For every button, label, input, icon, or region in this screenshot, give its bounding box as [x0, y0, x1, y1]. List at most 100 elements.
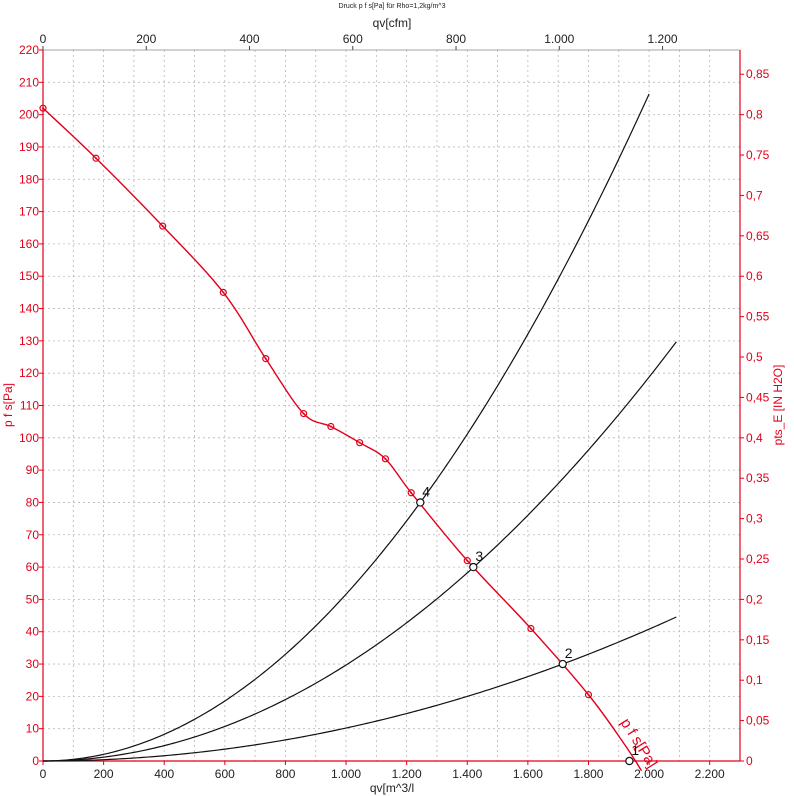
left-tick-label: 170: [19, 205, 39, 219]
fan-curve-marker-dot: [410, 491, 413, 494]
bottom-tick-label: 600: [215, 767, 235, 781]
top-tick-label: 800: [446, 32, 466, 46]
right-tick-label: 0,3: [746, 512, 763, 526]
fan-curve-marker: [219, 288, 227, 296]
bottom-tick-label: 2.200: [695, 767, 725, 781]
left-tick-label: 180: [19, 172, 39, 186]
right-tick-label: 0,05: [746, 714, 770, 728]
fan-curve-marker: [407, 489, 415, 497]
fan-curve-marker: [262, 355, 270, 363]
right-tick-label: 0,65: [746, 229, 770, 243]
left-tick-label: 10: [26, 722, 40, 736]
left-tick-label: 190: [19, 140, 39, 154]
fan-curve-marker-dot: [302, 412, 305, 415]
left-tick-label: 140: [19, 302, 39, 316]
bottom-tick-label: 1.400: [452, 767, 482, 781]
top-tick-label: 1.000: [544, 32, 574, 46]
left-tick-label: 30: [26, 657, 40, 671]
operating-point-label: 1: [631, 742, 639, 758]
fan-curve-marker-dot: [587, 693, 590, 696]
right-tick-label: 0,4: [746, 431, 763, 445]
fan-curve: [42, 107, 643, 772]
bottom-tick-label: 400: [154, 767, 174, 781]
bottom-tick-label: 2.000: [634, 767, 664, 781]
fan-curve-marker-dot: [329, 425, 332, 428]
axes: [39, 46, 744, 765]
fan-curve-marker: [381, 455, 390, 463]
bottom-axis-title: qv[m^3/l: [370, 781, 414, 795]
top-tick-label: 400: [240, 32, 260, 46]
fan-curve-marker: [463, 557, 471, 565]
system-curve-3: [42, 341, 677, 762]
left-axis-title: p f s[Pa]: [1, 383, 15, 427]
left-tick-label: 100: [19, 431, 39, 445]
right-tick-label: 0,8: [746, 108, 763, 122]
fan-curve-marker: [584, 691, 593, 699]
bottom-tick-label: 1.200: [392, 767, 422, 781]
left-tick-label: 120: [19, 366, 39, 380]
fan-curve-marker: [527, 624, 535, 633]
fan-curve-marker: [356, 439, 364, 447]
left-tick-label: 0: [32, 754, 39, 768]
bottom-tick-label: 200: [94, 767, 114, 781]
right-tick-label: 0,25: [746, 552, 770, 566]
fan-curve-marker: [327, 422, 335, 431]
right-tick-label: 0,55: [746, 310, 770, 324]
fan-curve-marker-dot: [384, 457, 387, 460]
fan-curve-marker-dot: [161, 225, 164, 228]
bottom-tick-label: 1.600: [513, 767, 543, 781]
fan-curve-marker-dot: [466, 559, 469, 562]
grid: [43, 50, 740, 761]
left-tick-label: 90: [26, 463, 40, 477]
right-tick-label: 0,2: [746, 592, 763, 606]
fan-curve-marker-dot: [264, 357, 267, 360]
left-tick-label: 150: [19, 269, 39, 283]
fan-curve-marker: [92, 154, 100, 162]
bottom-tick-label: 1.800: [573, 767, 603, 781]
system-curve-4: [42, 93, 650, 762]
bottom-tick-label: 0: [40, 767, 47, 781]
right-tick-label: 0,75: [746, 148, 770, 162]
right-tick-label: 0,1: [746, 673, 763, 687]
left-tick-label: 130: [19, 334, 39, 348]
right-tick-label: 0,45: [746, 390, 770, 404]
right-axis-title: pts_E [IN H2O]: [771, 365, 785, 446]
fan-curve-marker-dot: [95, 157, 98, 160]
right-tick-label: 0,85: [746, 67, 770, 81]
top-tick-label: 200: [136, 32, 156, 46]
operating-point-1: [625, 756, 634, 766]
left-tick-label: 60: [26, 560, 40, 574]
left-tick-label: 80: [26, 495, 40, 509]
operating-point-label: 4: [422, 483, 430, 499]
operating-points: 4 3 2 1: [416, 483, 639, 766]
left-tick-label: 20: [26, 689, 40, 703]
left-tick-label: 50: [26, 592, 40, 606]
fan-curve-marker-dot: [529, 627, 532, 630]
left-tick-label: 210: [19, 75, 39, 89]
fan-curve-marker-dot: [358, 441, 361, 444]
top-tick-label: 0: [40, 32, 47, 46]
bottom-tick-label: 1.000: [331, 767, 361, 781]
fan-curve-marker: [159, 222, 167, 230]
right-tick-label: 0,15: [746, 633, 770, 647]
right-tick-label: 0,7: [746, 188, 763, 202]
fan-curve-marker-dot: [222, 291, 225, 294]
fan-curve-marker: [39, 104, 47, 112]
system-curve-2: [43, 616, 677, 762]
left-tick-label: 200: [19, 108, 39, 122]
operating-point-3: [469, 562, 478, 572]
operating-point-label: 3: [475, 548, 483, 564]
left-tick-label: 40: [26, 625, 40, 639]
fan-curve-marker: [300, 409, 308, 418]
left-tick-label: 70: [26, 528, 40, 542]
right-tick-label: 0,6: [746, 269, 763, 283]
bottom-tick-label: 800: [275, 767, 295, 781]
operating-point-2: [558, 659, 567, 669]
left-tick-label: 220: [19, 43, 39, 57]
top-tick-label: 600: [343, 32, 363, 46]
operating-point-label: 2: [565, 645, 573, 661]
right-tick-label: 0: [746, 754, 753, 768]
left-tick-label: 160: [19, 237, 39, 251]
operating-point-4: [416, 498, 425, 507]
